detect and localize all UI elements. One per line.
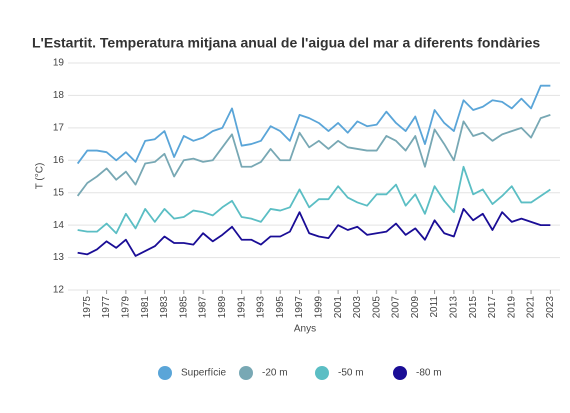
y-tick-label: 13 <box>53 252 65 263</box>
legend-label: -20 m <box>262 368 288 379</box>
x-tick-label: 2013 <box>449 296 460 319</box>
x-tick-label: 1979 <box>121 296 132 319</box>
series-line <box>76 114 551 197</box>
x-tick-label: 2019 <box>506 296 517 319</box>
x-tick-label: 2015 <box>468 296 479 319</box>
legend-swatch <box>158 366 172 380</box>
x-tick-label: 2009 <box>410 296 421 319</box>
y-tick-label: 18 <box>53 90 65 101</box>
series-line <box>77 208 551 257</box>
legend-swatch <box>315 366 329 380</box>
legend-label: -50 m <box>338 368 364 379</box>
chart-title: L'Estartit. Temperatura mitjana anual de… <box>32 35 540 51</box>
y-tick-label: 17 <box>53 122 65 133</box>
x-tick-label: 2017 <box>487 296 498 319</box>
x-tick-label: 2011 <box>429 296 440 318</box>
x-tick-label: 1985 <box>178 296 189 319</box>
x-tick-label: 1991 <box>236 296 247 319</box>
y-tick-label: 19 <box>53 58 65 69</box>
x-tick-label: 2007 <box>391 296 402 319</box>
x-tick-label: 1977 <box>101 296 112 319</box>
x-tick-label: 2003 <box>352 296 363 319</box>
legend-swatch <box>393 366 407 380</box>
x-tick-label: 2021 <box>526 296 537 319</box>
x-tick-label: 1999 <box>313 296 324 319</box>
y-tick-label: 14 <box>53 220 65 231</box>
series-line <box>77 165 551 235</box>
y-tick-label: 15 <box>53 187 65 198</box>
y-tick-label: 12 <box>53 285 65 296</box>
x-tick-label: 2023 <box>545 296 556 319</box>
legend-swatch <box>239 366 253 380</box>
y-tick-label: 16 <box>53 155 65 166</box>
x-tick-label: 1981 <box>140 296 151 319</box>
x-tick-label: 1995 <box>275 296 286 319</box>
x-tick-label: 1993 <box>256 296 267 319</box>
x-axis-label: Anys <box>294 324 316 335</box>
legend-label: -80 m <box>416 368 442 379</box>
x-tick-label: 2001 <box>333 296 344 319</box>
y-axis-label: T (°C) <box>35 163 46 190</box>
x-tick-label: 1989 <box>217 296 228 319</box>
x-tick-label: 1987 <box>198 296 209 319</box>
x-tick-label: 1983 <box>159 296 170 319</box>
series-line <box>76 84 551 165</box>
x-tick-label: 2005 <box>371 296 382 319</box>
legend-label: Superfície <box>181 368 226 379</box>
x-tick-label: 1975 <box>82 296 93 319</box>
x-tick-label: 1997 <box>294 296 305 319</box>
